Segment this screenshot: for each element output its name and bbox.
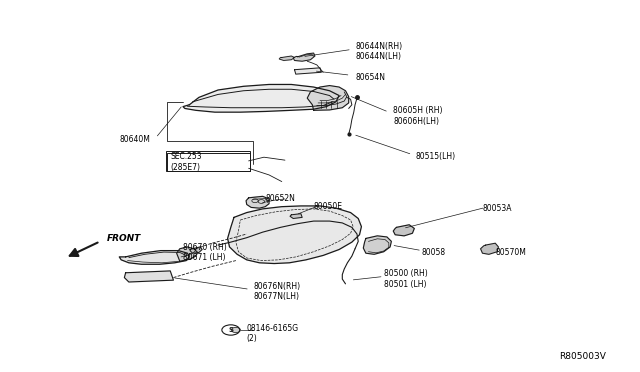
Text: 80050E: 80050E <box>314 202 342 211</box>
Polygon shape <box>394 225 414 236</box>
Polygon shape <box>294 68 321 74</box>
Polygon shape <box>279 56 294 61</box>
Polygon shape <box>183 84 339 112</box>
Polygon shape <box>293 53 315 61</box>
Text: 80515(LH): 80515(LH) <box>415 152 456 161</box>
Text: R805003V: R805003V <box>559 352 606 361</box>
Text: FRONT: FRONT <box>106 234 141 243</box>
Polygon shape <box>177 247 198 261</box>
Polygon shape <box>124 271 173 282</box>
Polygon shape <box>364 236 392 254</box>
Text: 80605H (RH)
80606H(LH): 80605H (RH) 80606H(LH) <box>394 106 443 125</box>
Circle shape <box>232 327 241 333</box>
Polygon shape <box>481 243 499 254</box>
Text: 80570M: 80570M <box>495 248 526 257</box>
Polygon shape <box>290 214 302 218</box>
Polygon shape <box>228 206 362 263</box>
Polygon shape <box>307 86 349 110</box>
Polygon shape <box>119 251 189 264</box>
Text: 80500 (RH)
80501 (LH): 80500 (RH) 80501 (LH) <box>384 269 428 289</box>
Polygon shape <box>190 247 202 253</box>
Text: 80058: 80058 <box>422 248 446 257</box>
Polygon shape <box>246 196 269 208</box>
Text: 80670 (RH)
80671 (LH): 80670 (RH) 80671 (LH) <box>183 243 227 262</box>
Text: 80652N: 80652N <box>266 195 296 203</box>
Text: 80640M: 80640M <box>119 135 150 144</box>
Text: 80053A: 80053A <box>483 203 512 213</box>
Text: SEC.253
(285E7): SEC.253 (285E7) <box>170 152 202 172</box>
Text: 80676N(RH)
80677N(LH): 80676N(RH) 80677N(LH) <box>253 282 300 301</box>
Text: 80654N: 80654N <box>355 73 385 81</box>
Text: S: S <box>228 327 234 333</box>
Text: 80644N(RH)
80644N(LH): 80644N(RH) 80644N(LH) <box>355 42 402 61</box>
Text: 08146-6165G
(2): 08146-6165G (2) <box>246 324 299 343</box>
